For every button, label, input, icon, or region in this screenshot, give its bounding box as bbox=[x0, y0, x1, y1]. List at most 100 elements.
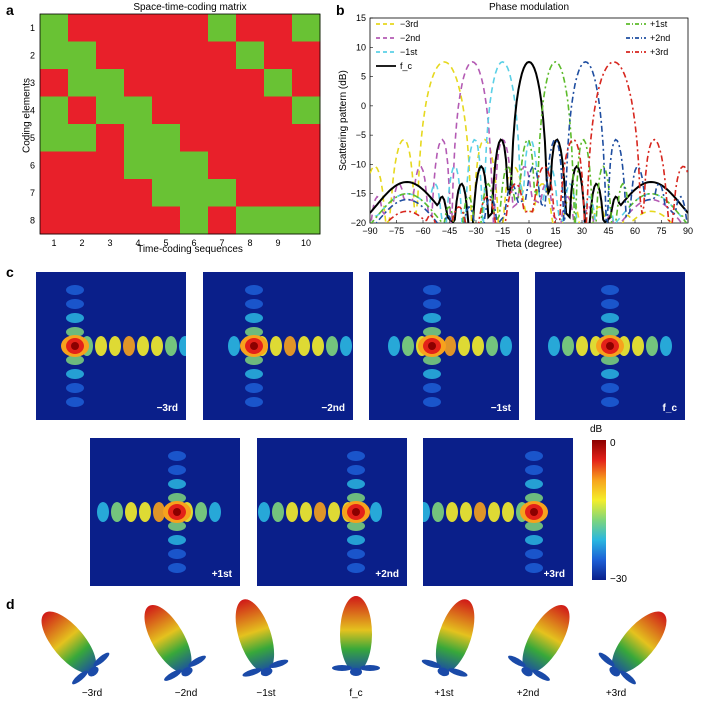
x-tick-label: 0 bbox=[526, 226, 531, 236]
matrix-cell bbox=[68, 14, 97, 42]
radiation-lobe bbox=[508, 604, 570, 681]
farfield-lobe bbox=[228, 336, 240, 356]
y-tick-label: −10 bbox=[351, 159, 366, 169]
matrix-cell bbox=[40, 69, 69, 97]
matrix-cell bbox=[180, 151, 209, 180]
farfield-lobe bbox=[168, 521, 186, 531]
matrix-x-tick: 4 bbox=[135, 238, 140, 248]
matrix-cell bbox=[236, 96, 265, 125]
matrix-cell bbox=[292, 124, 321, 152]
matrix-cell bbox=[40, 206, 69, 235]
legend-label: +1st bbox=[650, 19, 668, 29]
lobe-label: −1st bbox=[256, 688, 276, 699]
coding-matrix-grid: 1 2 3 4 5 6 7 8 9 10 1 2 3 4 5 6 7 8 bbox=[30, 13, 321, 248]
matrix-cell bbox=[264, 179, 293, 207]
farfield-lobe bbox=[347, 465, 365, 475]
farfield-lobe bbox=[601, 355, 619, 365]
farfield-lobe bbox=[660, 336, 672, 356]
legend-label: f_c bbox=[400, 61, 413, 71]
radiation-lobe bbox=[598, 611, 667, 685]
matrix-cell bbox=[152, 206, 181, 235]
phase-modulation-plot: Phase modulation −90 −75 −60 −45 −30 −15 0 15 30 4… bbox=[338, 2, 693, 250]
matrix-cell bbox=[180, 14, 209, 42]
farfield-lobe bbox=[326, 336, 338, 356]
farfield-lobe bbox=[423, 383, 441, 393]
farfield-lobe bbox=[168, 549, 186, 559]
farfield-lobe bbox=[525, 451, 543, 461]
matrix-cell bbox=[124, 179, 153, 207]
matrix-cell bbox=[264, 41, 293, 70]
farfield-lobe bbox=[111, 502, 123, 522]
matrix-cell bbox=[68, 151, 97, 180]
matrix-cell bbox=[40, 179, 69, 207]
farfield-lobe bbox=[525, 465, 543, 475]
x-tick-label: 15 bbox=[550, 226, 560, 236]
side-lobe bbox=[181, 667, 193, 677]
x-tick-label: 75 bbox=[656, 226, 666, 236]
matrix-cell bbox=[124, 14, 153, 42]
panel-label-a: a bbox=[6, 2, 14, 18]
series-line bbox=[375, 61, 688, 223]
y-tick-label: 0 bbox=[361, 101, 366, 111]
side-lobe bbox=[598, 652, 615, 667]
y-axis-label: Scattering pattern (dB) bbox=[338, 70, 349, 171]
x-tick-label: 45 bbox=[603, 226, 613, 236]
farfield-lobe bbox=[168, 479, 186, 489]
side-lobe bbox=[350, 668, 362, 676]
farfield-lobe bbox=[123, 336, 135, 356]
farfield-lobe bbox=[423, 285, 441, 295]
matrix-cell bbox=[208, 151, 237, 180]
matrix-cell bbox=[152, 69, 181, 97]
farfield-lobe bbox=[137, 336, 149, 356]
matrix-cell bbox=[180, 206, 209, 235]
matrix-cell bbox=[96, 206, 125, 235]
farfield-lobe bbox=[153, 502, 165, 522]
farfield-lobe bbox=[423, 327, 441, 337]
side-lobe bbox=[88, 666, 99, 677]
farfield-minus-3rd: −3rd bbox=[36, 272, 186, 420]
farfield-lobe bbox=[601, 369, 619, 379]
y-tick-label: 10 bbox=[356, 42, 366, 52]
matrix-x-tick: 9 bbox=[275, 238, 280, 248]
radiation-lobe bbox=[41, 611, 110, 685]
colorbar-unit: dB bbox=[590, 424, 603, 435]
farfield-lobe bbox=[66, 397, 84, 407]
farfield-lobe bbox=[286, 502, 298, 522]
farfield-lobe bbox=[168, 451, 186, 461]
series-line bbox=[370, 61, 688, 223]
farfield-lobe bbox=[245, 369, 263, 379]
farfield-lobe bbox=[525, 549, 543, 559]
farfield-lobe bbox=[488, 502, 500, 522]
farfield-lobe bbox=[347, 549, 365, 559]
farfield-lobe bbox=[601, 383, 619, 393]
farfield-lobe bbox=[444, 336, 456, 356]
matrix-cell bbox=[180, 96, 209, 125]
farfield-lobe bbox=[423, 397, 441, 407]
farfield-lobe bbox=[66, 299, 84, 309]
farfield-plus-3rd: +3rd bbox=[423, 438, 573, 586]
matrix-x-tick: 1 bbox=[51, 238, 56, 248]
matrix-cell bbox=[264, 69, 293, 97]
farfield-lobe bbox=[474, 502, 486, 522]
matrix-cell bbox=[292, 206, 321, 235]
farfield-lobe bbox=[168, 563, 186, 573]
farfield-lobe bbox=[270, 336, 282, 356]
farfield-label: −1st bbox=[490, 403, 511, 414]
farfield-lobe bbox=[66, 369, 84, 379]
matrix-cell bbox=[292, 179, 321, 207]
farfield-lobe bbox=[646, 336, 658, 356]
matrix-cell bbox=[96, 41, 125, 70]
matrix-cell bbox=[264, 124, 293, 152]
x-tick-label: −60 bbox=[415, 226, 430, 236]
farfield-lobe bbox=[370, 502, 382, 522]
farfield-lobe bbox=[601, 327, 619, 337]
main-lobe bbox=[522, 604, 570, 673]
x-tick-label: 30 bbox=[577, 226, 587, 236]
matrix-cell bbox=[40, 151, 69, 180]
legend-label: +2nd bbox=[650, 33, 670, 43]
x-tick-label: −75 bbox=[389, 226, 404, 236]
matrix-x-tick: 6 bbox=[191, 238, 196, 248]
matrix-cell bbox=[208, 124, 237, 152]
x-tick-label: −30 bbox=[468, 226, 483, 236]
main-lobe bbox=[144, 604, 192, 673]
